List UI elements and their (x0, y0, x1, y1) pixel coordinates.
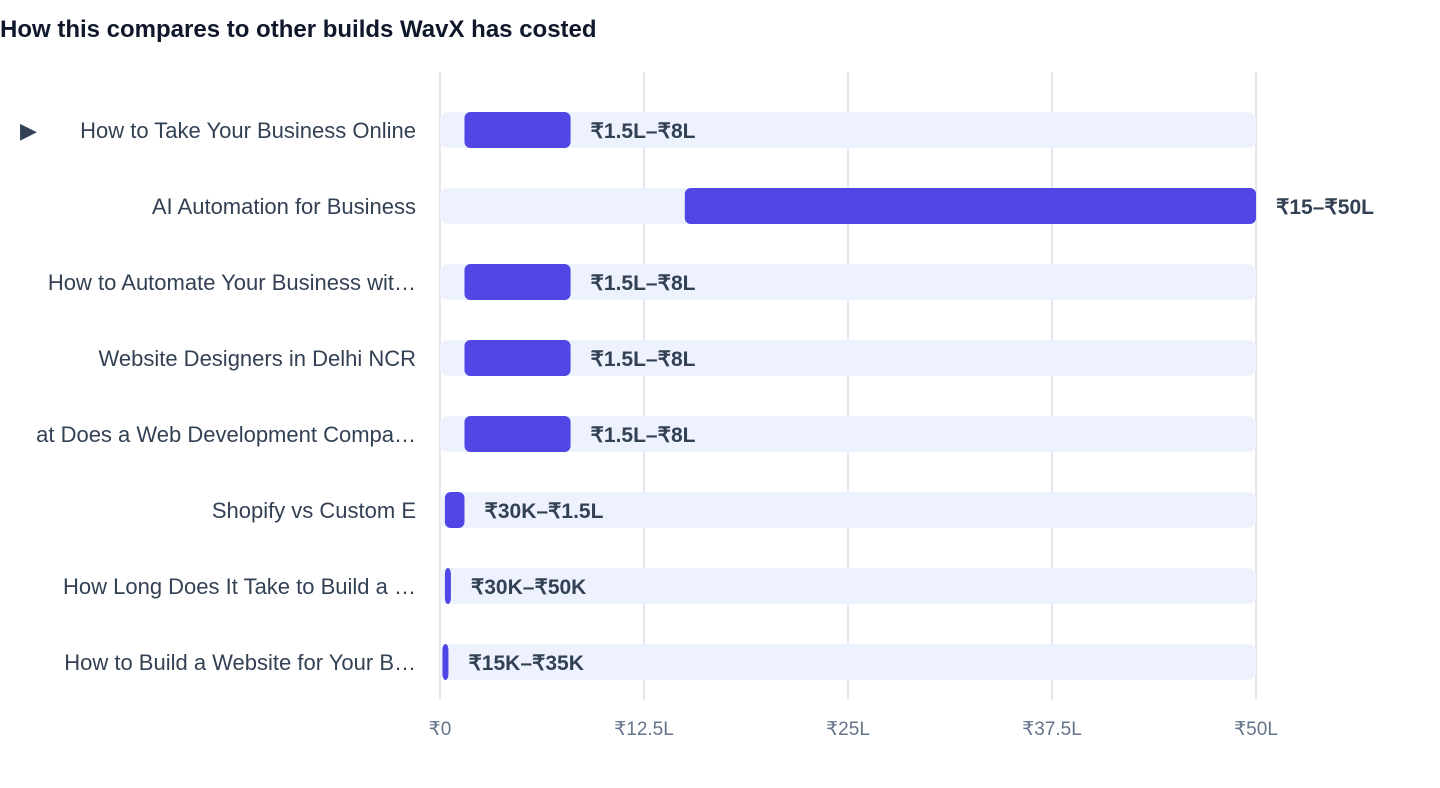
x-tick-label: ₹50L (1234, 719, 1278, 740)
data-label: ₹1.5L–₹8L (591, 120, 696, 143)
range-bar[interactable] (464, 112, 571, 148)
selected-triangle-icon: ▶ (20, 118, 37, 143)
x-tick-label: ₹25L (826, 719, 870, 740)
data-label: ₹30K–₹50K (471, 576, 586, 599)
data-label: ₹30K–₹1.5L (484, 500, 603, 523)
bar-track (440, 492, 1256, 528)
bar-track (440, 264, 1256, 300)
range-bar[interactable] (442, 644, 449, 680)
range-bar[interactable] (464, 264, 571, 300)
range-bar[interactable] (684, 188, 1256, 224)
bar-track (440, 568, 1256, 604)
x-tick-label: ₹0 (429, 719, 452, 740)
range-bar[interactable] (464, 416, 571, 452)
data-label: ₹15–₹50L (1276, 196, 1374, 219)
data-label: ₹15K–₹35K (468, 652, 583, 675)
category-label[interactable]: How to Automate Your Business wit… (48, 270, 416, 295)
category-label[interactable]: How to Take Your Business Online (80, 118, 416, 143)
grid-lines (439, 72, 1257, 700)
bar-track (440, 340, 1256, 376)
category-label[interactable]: at Does a Web Development Compa… (36, 422, 416, 447)
category-label[interactable]: Website Designers in Delhi NCR (99, 346, 417, 371)
range-bar[interactable] (444, 492, 465, 528)
category-label[interactable]: How to Build a Website for Your B… (64, 650, 416, 675)
range-bar[interactable] (464, 340, 571, 376)
x-tick-label: ₹37.5L (1022, 719, 1082, 740)
chart-rows: ₹1.5L–₹8L How to Take Your Business Onlin… (20, 112, 1374, 680)
bar-track (440, 644, 1256, 680)
chart-title: How this compares to other builds WavX h… (0, 16, 597, 43)
bar-track (440, 112, 1256, 148)
data-label: ₹1.5L–₹8L (591, 348, 696, 371)
x-tick-label: ₹12.5L (614, 719, 674, 740)
category-label[interactable]: Shopify vs Custom E (212, 498, 416, 523)
category-label[interactable]: How Long Does It Take to Build a … (63, 574, 416, 599)
category-label[interactable]: AI Automation for Business (152, 194, 416, 219)
range-bar[interactable] (444, 568, 451, 604)
data-label: ₹1.5L–₹8L (591, 272, 696, 295)
x-axis-ticks: ₹0 ₹12.5L ₹25L ₹37.5L ₹50L (429, 719, 1278, 740)
data-label: ₹1.5L–₹8L (591, 424, 696, 447)
bar-track (440, 416, 1256, 452)
